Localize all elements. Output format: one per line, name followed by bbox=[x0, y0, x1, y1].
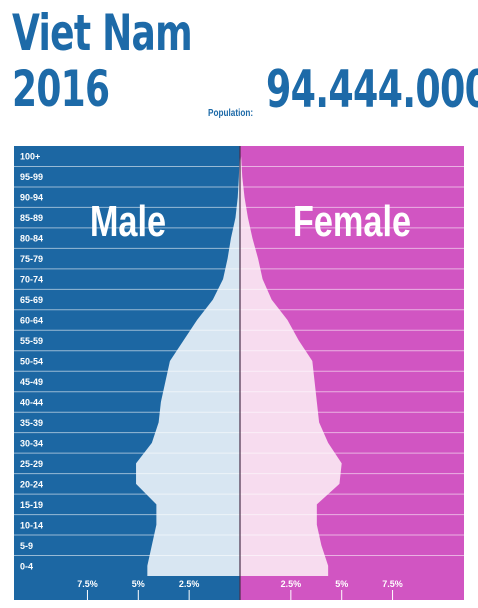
age-label-95-99: 95-99 bbox=[20, 172, 43, 182]
population-value: 94.444.000 bbox=[266, 60, 478, 120]
male-label: Male bbox=[90, 197, 166, 246]
year-title: 2016 bbox=[12, 60, 110, 118]
x-tick-label-male-5: 5% bbox=[132, 579, 145, 589]
age-label-0-4: 0-4 bbox=[20, 561, 33, 571]
country-title: Viet Nam bbox=[12, 4, 193, 62]
male-population-area bbox=[136, 156, 240, 576]
age-label-60-64: 60-64 bbox=[20, 316, 43, 326]
age-label-55-59: 55-59 bbox=[20, 336, 43, 346]
x-tick-label-female-7.5: 7.5% bbox=[382, 579, 403, 589]
age-label-25-29: 25-29 bbox=[20, 459, 43, 469]
age-label-30-34: 30-34 bbox=[20, 438, 43, 448]
age-label-50-54: 50-54 bbox=[20, 357, 43, 367]
age-label-85-89: 85-89 bbox=[20, 213, 43, 223]
x-tick-label-male-7.5: 7.5% bbox=[77, 579, 98, 589]
age-label-10-14: 10-14 bbox=[20, 520, 43, 530]
age-label-80-84: 80-84 bbox=[20, 234, 43, 244]
age-label-35-39: 35-39 bbox=[20, 418, 43, 428]
age-label-65-69: 65-69 bbox=[20, 295, 43, 305]
population-label: Population: bbox=[208, 108, 254, 119]
x-tick-label-female-2.5: 2.5% bbox=[281, 579, 302, 589]
male-axis-strip bbox=[14, 576, 240, 600]
age-label-90-94: 90-94 bbox=[20, 193, 43, 203]
age-label-5-9: 5-9 bbox=[20, 541, 33, 551]
female-label: Female bbox=[293, 197, 411, 246]
x-tick-label-male-2.5: 2.5% bbox=[179, 579, 200, 589]
age-label-15-19: 15-19 bbox=[20, 500, 43, 510]
age-label-20-24: 20-24 bbox=[20, 479, 43, 489]
female-axis-strip bbox=[240, 576, 464, 600]
age-label-75-79: 75-79 bbox=[20, 254, 43, 264]
age-label-100+: 100+ bbox=[20, 152, 40, 162]
x-tick-label-female-5: 5% bbox=[335, 579, 348, 589]
age-label-70-74: 70-74 bbox=[20, 275, 43, 285]
female-population-area bbox=[240, 156, 342, 576]
age-label-40-44: 40-44 bbox=[20, 397, 43, 407]
age-label-45-49: 45-49 bbox=[20, 377, 43, 387]
